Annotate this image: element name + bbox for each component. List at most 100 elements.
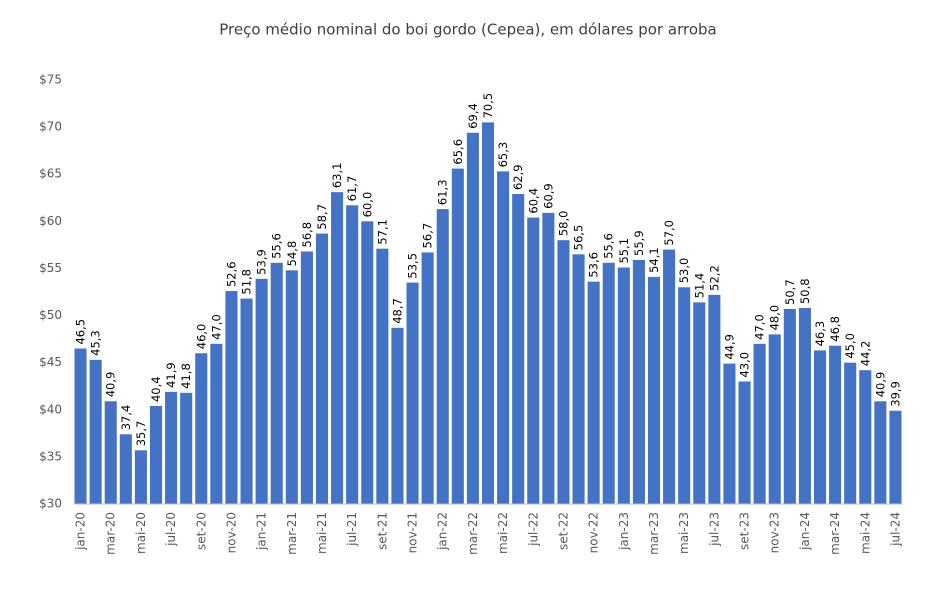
data-label: 41,8	[179, 363, 193, 389]
data-label: 60,4	[526, 188, 540, 214]
y-tick-label: $30	[39, 497, 62, 511]
x-tick-label: mai-22	[496, 512, 510, 554]
bar	[587, 281, 600, 504]
data-label: 37,4	[119, 405, 133, 431]
data-label: 51,8	[240, 269, 254, 295]
y-tick-label: $65	[39, 167, 62, 181]
bar	[874, 401, 887, 504]
x-tick-label: mai-21	[315, 512, 329, 554]
x-tick-label: jan-22	[436, 512, 450, 551]
bar	[134, 450, 147, 504]
bar	[527, 217, 540, 504]
data-label: 45,3	[89, 330, 103, 356]
bar	[89, 359, 102, 504]
bar	[376, 248, 389, 504]
bar	[512, 194, 525, 504]
data-label: 63,1	[330, 163, 344, 189]
data-label: 57,0	[662, 220, 676, 246]
data-label: 56,7	[421, 223, 435, 249]
x-tick-label: jul-21	[345, 512, 359, 547]
data-label: 44,2	[858, 341, 872, 367]
x-tick-label: mar-23	[647, 512, 661, 555]
data-label: 52,2	[707, 265, 721, 291]
x-tick-label: nov-22	[587, 512, 601, 553]
bar	[149, 406, 163, 504]
bar	[331, 192, 344, 504]
bar	[255, 278, 268, 504]
bar	[708, 294, 721, 504]
data-label: 46,8	[828, 316, 842, 342]
data-label: 61,7	[345, 176, 359, 202]
bar	[859, 370, 872, 504]
data-label: 69,4	[466, 103, 480, 129]
data-label: 60,9	[541, 183, 555, 209]
x-tick-label: nov-21	[406, 512, 420, 553]
x-tick-label: mar-24	[828, 512, 842, 555]
x-tick-label: jul-23	[707, 512, 721, 547]
bar	[798, 308, 811, 504]
x-tick-label: nov-23	[768, 512, 782, 553]
x-tick-label: mar-21	[285, 512, 299, 555]
data-label: 45,0	[843, 333, 857, 359]
bar	[783, 308, 796, 504]
bar	[240, 298, 253, 504]
data-label: 53,6	[587, 252, 601, 278]
bar	[406, 282, 419, 504]
bar	[346, 205, 359, 504]
bar	[165, 391, 178, 504]
bar	[74, 348, 87, 504]
bar	[632, 259, 645, 504]
bar	[844, 362, 857, 504]
data-label: 56,8	[300, 222, 314, 248]
bar	[481, 122, 495, 505]
chart-title: Preço médio nominal do boi gordo (Cepea)…	[219, 21, 716, 39]
bar	[738, 381, 751, 504]
bar	[210, 343, 223, 504]
bar	[542, 212, 555, 504]
bar	[889, 410, 902, 504]
data-label: 54,8	[285, 241, 299, 267]
bar	[768, 334, 781, 504]
y-tick-label: $35	[39, 449, 62, 463]
bar	[119, 434, 132, 504]
data-label: 53,5	[406, 253, 420, 279]
data-label: 58,0	[556, 211, 570, 237]
bar	[497, 171, 510, 504]
bar	[466, 132, 479, 504]
data-label: 35,7	[134, 421, 148, 447]
data-label: 55,6	[270, 233, 284, 259]
data-label: 61,3	[436, 179, 450, 205]
y-tick-label: $60	[39, 214, 62, 228]
x-tick-label: mai-23	[677, 512, 691, 554]
data-label: 58,7	[315, 204, 329, 230]
x-tick-label: jul-20	[164, 512, 178, 547]
y-tick-label: $50	[39, 308, 62, 322]
bar	[285, 270, 298, 504]
x-tick-label: set-22	[556, 512, 570, 550]
data-label: 62,9	[511, 164, 525, 190]
data-label: 70,5	[481, 93, 495, 119]
bar	[829, 345, 842, 504]
data-label: 43,0	[738, 352, 752, 378]
data-label: 53,0	[677, 258, 691, 284]
x-tick-label: jan-23	[617, 512, 631, 551]
data-label: 47,0	[753, 314, 767, 340]
bar	[225, 291, 238, 504]
bar	[572, 254, 585, 504]
data-label: 46,5	[74, 319, 88, 345]
data-label: 53,9	[255, 249, 269, 275]
bar	[753, 343, 766, 504]
data-label: 48,7	[390, 298, 404, 324]
bar	[391, 327, 404, 504]
data-label: 48,0	[768, 305, 782, 331]
bar	[647, 276, 661, 504]
data-label: 40,9	[104, 372, 118, 398]
x-tick-label: mar-22	[466, 512, 480, 555]
bar	[813, 350, 827, 504]
data-label: 55,9	[632, 230, 646, 256]
y-tick-label: $45	[39, 355, 62, 369]
data-label: 65,3	[496, 142, 510, 168]
data-label: 41,9	[164, 362, 178, 388]
data-label: 46,0	[194, 324, 208, 350]
